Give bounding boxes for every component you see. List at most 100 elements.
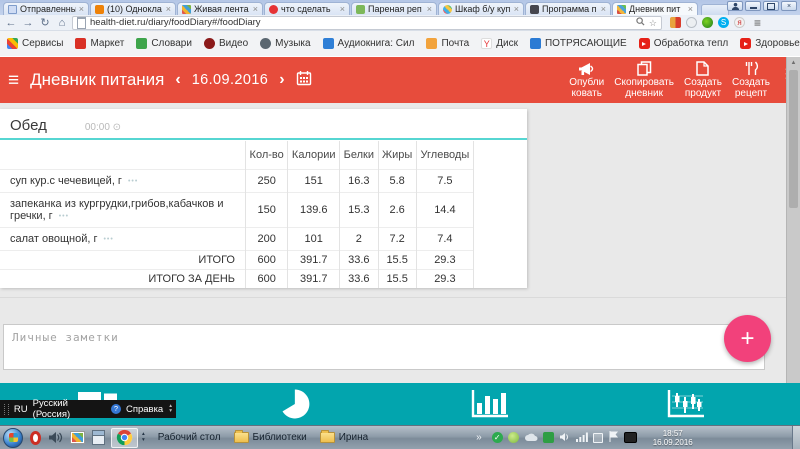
green-chart-icon[interactable] — [542, 432, 554, 443]
tab-close-icon[interactable]: × — [600, 4, 606, 14]
language-code[interactable]: RU — [13, 403, 28, 415]
network-signal-icon[interactable] — [575, 429, 588, 447]
antivirus-ok-icon[interactable]: ✓ — [491, 432, 503, 443]
back-icon[interactable]: ← — [5, 16, 17, 29]
libraries-label[interactable]: Библиотеки — [252, 432, 307, 443]
row-menu-icon[interactable]: ••• — [58, 213, 70, 220]
reload-icon[interactable]: ↻ — [40, 16, 50, 29]
create-product-button[interactable]: Создать продукт — [684, 61, 722, 99]
desktop-toolbar-label[interactable]: Рабочий стол — [157, 432, 221, 443]
browser-tab[interactable]: что сделать × — [264, 2, 350, 15]
browser-tab[interactable]: Шкаф б/у куп × — [438, 2, 524, 15]
browser-menu-icon[interactable]: ≡ — [754, 15, 762, 30]
yandex-ext-icon[interactable]: я — [734, 17, 745, 28]
candlestick-chart-icon[interactable] — [663, 388, 709, 420]
action-center-flag-icon[interactable] — [608, 429, 619, 447]
bookmark-ext-icon[interactable] — [670, 17, 681, 28]
home-icon[interactable]: ⌂ — [58, 16, 66, 29]
chrome-taskbar-button-active[interactable] — [111, 427, 138, 448]
total-cal: 391.7 — [287, 250, 340, 270]
bookmark-youtube-1[interactable]: Обработка тепл — [638, 38, 728, 49]
browser-tab-active[interactable]: Дневник пит × — [612, 2, 698, 15]
pie-chart-icon[interactable] — [271, 388, 317, 420]
bookmark-music[interactable]: Музыка — [260, 38, 311, 49]
calendar-icon[interactable] — [296, 70, 312, 91]
close-button[interactable]: × — [781, 1, 797, 11]
browser-tab[interactable]: Отправленны × — [3, 2, 89, 15]
next-day-icon[interactable]: › — [279, 71, 285, 88]
help-icon[interactable]: ? — [110, 404, 121, 414]
browser-tab[interactable]: (10) Однокла × — [90, 2, 176, 15]
tray-volume-icon[interactable] — [559, 429, 571, 447]
taskbar-clock[interactable]: 18:57 16.09.2016 — [647, 429, 699, 447]
bookmark-video[interactable]: Видео — [203, 38, 248, 49]
language-name[interactable]: Русский (Россия) — [32, 398, 71, 420]
tab-close-icon[interactable]: × — [513, 4, 519, 14]
restore-button[interactable] — [763, 1, 779, 11]
drag-grip-icon[interactable] — [4, 403, 9, 415]
create-recipe-button[interactable]: Создать рецепт — [732, 61, 770, 99]
cloud-icon[interactable] — [524, 429, 538, 447]
minimize-button[interactable] — [745, 1, 761, 11]
browser-tab[interactable]: Пареная реп × — [351, 2, 437, 15]
personal-notes-input[interactable] — [3, 324, 765, 370]
scrollbar-thumb[interactable] — [789, 70, 798, 208]
display-settings-icon[interactable] — [623, 432, 637, 443]
bookmark-disk[interactable]: Y Диск — [481, 38, 518, 49]
tab-close-icon[interactable]: × — [252, 4, 258, 14]
menu-icon[interactable]: ≡ — [8, 69, 20, 91]
feed-favicon-icon — [182, 4, 191, 14]
add-button[interactable]: + — [724, 315, 771, 362]
new-tab-button[interactable] — [701, 4, 729, 15]
user-folder-icon[interactable] — [319, 430, 335, 443]
bookmark-market[interactable]: Маркет — [75, 38, 124, 49]
langbar-options-icon[interactable]: ▴ ▾ — [169, 403, 172, 414]
tab-close-icon[interactable]: × — [165, 4, 171, 14]
qip-ext-icon[interactable] — [702, 17, 713, 28]
bookmark-services[interactable]: Сервисы — [7, 38, 63, 49]
start-button[interactable] — [3, 427, 23, 448]
taskbar-overflow-icon[interactable]: » — [476, 432, 482, 443]
row-menu-icon[interactable]: ••• — [127, 178, 139, 185]
zoom-search-icon[interactable] — [636, 17, 645, 28]
forward-icon[interactable]: → — [22, 16, 34, 29]
toolbar-scroll-icons[interactable]: ▴ ▾ — [142, 431, 145, 443]
tab-close-icon[interactable]: × — [339, 4, 345, 14]
tab-close-icon[interactable]: × — [78, 4, 84, 14]
browser-tab[interactable]: Программа п × — [525, 2, 611, 15]
battery-icon[interactable] — [592, 432, 603, 443]
calculator-taskbar-button[interactable] — [92, 430, 105, 445]
bookmark-audiobook[interactable]: Аудиокнига: Сил — [322, 38, 414, 49]
user-folder-label[interactable]: Ирина — [338, 432, 369, 443]
bookmark-youtube-2[interactable]: Здоровье и оздо — [740, 38, 800, 49]
opera-taskbar-button[interactable] — [30, 430, 41, 445]
help-label[interactable]: Справка — [125, 403, 164, 415]
profile-button[interactable] — [727, 1, 743, 11]
bookmark-amazing[interactable]: ПОТРЯСАЮЩИЕ — [529, 38, 627, 49]
volume-taskbar-button[interactable] — [48, 431, 63, 444]
table-header-row: Кол-во Калории Белки Жиры Углеводы — [0, 141, 475, 170]
meal-time[interactable]: 00:00 ⊙ — [84, 122, 122, 133]
bookmark-dictionaries[interactable]: Словари — [136, 38, 192, 49]
tab-close-icon[interactable]: × — [687, 4, 693, 14]
libraries-folder-icon[interactable] — [233, 430, 249, 443]
scroll-up-icon[interactable]: ▲ — [790, 60, 797, 66]
show-desktop-button[interactable] — [792, 426, 800, 449]
bookmark-star-icon[interactable]: ☆ — [648, 17, 657, 28]
photo-viewer-taskbar-button[interactable] — [70, 431, 85, 444]
status-dot-icon[interactable] — [507, 432, 519, 443]
diary-date[interactable]: 16.09.2016 — [191, 72, 269, 88]
bar-chart-icon[interactable] — [467, 388, 513, 420]
tab-close-icon[interactable]: × — [426, 4, 432, 14]
skype-ext-icon[interactable]: S — [718, 17, 729, 28]
row-menu-icon[interactable]: ••• — [103, 236, 114, 243]
browser-tab[interactable]: Живая лента × — [177, 2, 263, 15]
publish-button[interactable]: Опубли ковать — [569, 61, 604, 99]
page-scrollbar[interactable]: ▲ ▼ — [786, 57, 800, 425]
prev-day-icon[interactable]: ‹ — [175, 71, 181, 88]
copy-diary-button[interactable]: Скопировать дневник — [614, 61, 674, 99]
url-text[interactable]: health-diet.ru/diary/foodDiary#/foodDiar… — [90, 17, 261, 28]
bookmark-mail[interactable]: Почта — [426, 38, 469, 49]
address-bar[interactable]: health-diet.ru/diary/foodDiary#/foodDiar… — [72, 15, 662, 30]
search-ext-icon[interactable] — [686, 17, 697, 28]
